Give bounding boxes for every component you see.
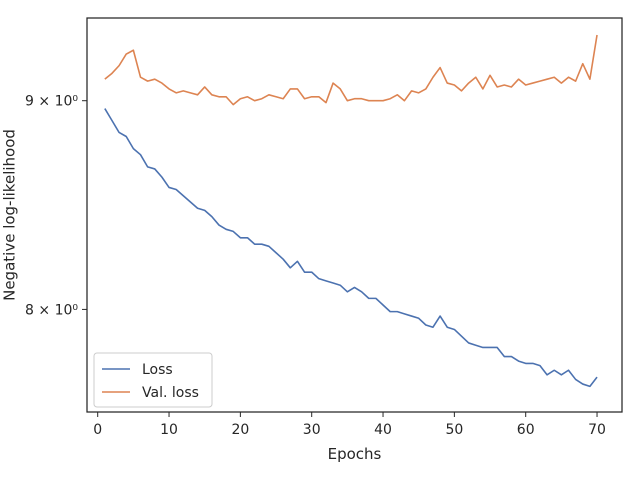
- x-tick-label: 60: [517, 422, 535, 438]
- legend-box: [93, 352, 213, 408]
- x-tick-label: 10: [160, 422, 178, 438]
- x-axis-ticks: 0 10 20 30 40 50 60 70: [93, 412, 606, 438]
- x-tick-label: 40: [374, 422, 392, 438]
- series-line-2: [104, 34, 598, 106]
- x-tick-label: 20: [231, 422, 249, 438]
- legend-label: Loss: [142, 362, 173, 378]
- y-tick-label: 9 × 10⁰: [25, 94, 78, 110]
- x-tick-label: 0: [93, 422, 102, 438]
- series-line-1: [104, 108, 598, 388]
- series-layer: [104, 34, 598, 388]
- x-tick-label: 70: [588, 422, 606, 438]
- plot-frame: [86, 17, 623, 413]
- x-tick-label: 30: [303, 422, 321, 438]
- x-axis-label: Epochs: [328, 445, 382, 463]
- y-axis-label: Negative log-likelihood: [1, 129, 19, 301]
- x-tick-label: 50: [445, 422, 463, 438]
- y-axis-ticks: 8 × 10⁰ 9 × 10⁰: [25, 94, 87, 318]
- legend-label: Val. loss: [142, 385, 199, 401]
- legend: Loss Val. loss: [93, 352, 213, 408]
- y-tick-label: 8 × 10⁰: [25, 302, 78, 318]
